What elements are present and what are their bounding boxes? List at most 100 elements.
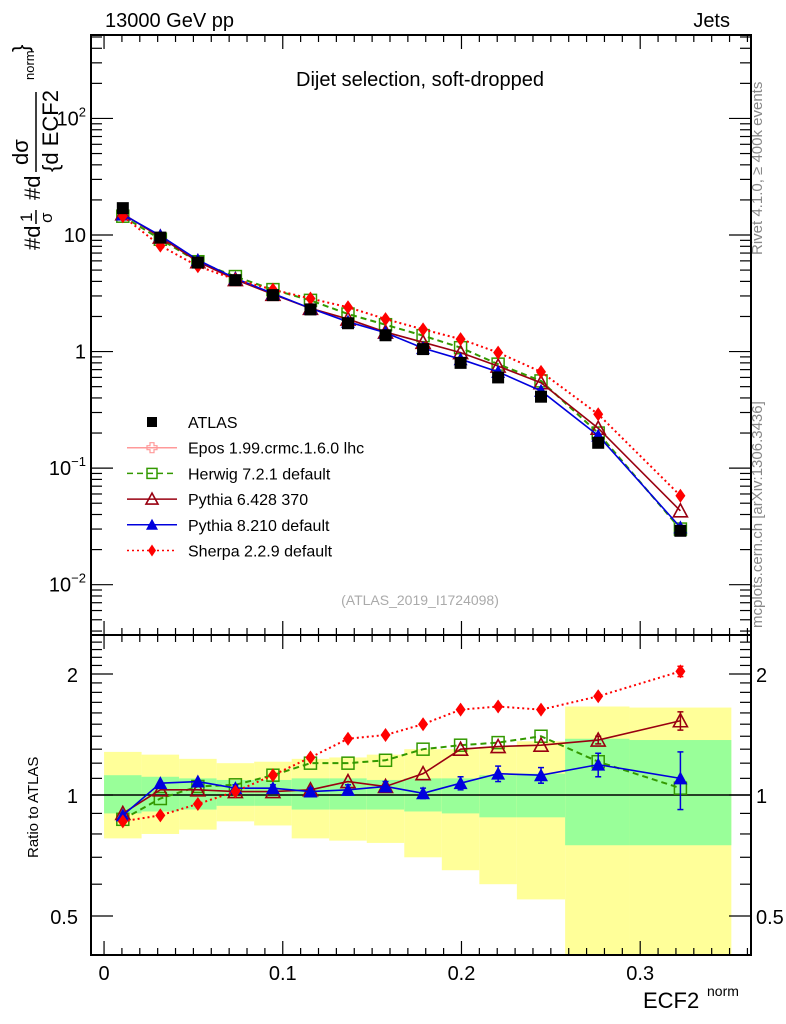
ratio-point-pythia-8-210-default bbox=[591, 757, 606, 771]
ratio-point-pythia-6-428-370 bbox=[589, 731, 607, 747]
ratio-y-tick-label-right: 0.5 bbox=[756, 907, 784, 929]
main-y-tick-label: 102 bbox=[57, 104, 86, 130]
legend-marker bbox=[146, 442, 158, 454]
main-line-pythia-8-210-default bbox=[122, 213, 682, 528]
legend-item: Epos 1.99.crmc.1.6.0 lhc bbox=[127, 441, 364, 458]
x-tick-label: 0.3 bbox=[626, 963, 654, 985]
ratio-point-herwig-7-2-1-default bbox=[491, 735, 505, 750]
legend-label: Herwig 7.2.1 default bbox=[188, 466, 331, 483]
main-point-sherpa-2-2-9-default bbox=[342, 300, 353, 315]
main-point-atlas bbox=[304, 303, 317, 316]
ratio-point-pythia-8-210-default bbox=[190, 774, 205, 788]
ratio-point-pythia-8-210-default bbox=[303, 784, 318, 798]
svg-text:102: 102 bbox=[57, 104, 86, 130]
main-point-atlas bbox=[154, 231, 167, 244]
ratio-point-sherpa-2-2-9-default bbox=[267, 768, 278, 783]
ratio-point-pythia-8-210-default bbox=[416, 786, 431, 800]
legend-label: Epos 1.99.crmc.1.6.0 lhc bbox=[188, 441, 364, 458]
main-point-atlas bbox=[341, 317, 354, 330]
ratio-point-sherpa-2-2-9-default bbox=[305, 750, 316, 765]
ratio-point-herwig-7-2-1-default bbox=[453, 738, 468, 752]
main-point-sherpa-2-2-9-default bbox=[455, 332, 466, 347]
ratio-y-tick-label-right: 2 bbox=[756, 665, 767, 687]
main-y-tick-label: 10 bbox=[64, 225, 86, 247]
main-point-atlas bbox=[191, 256, 204, 269]
ratio-y-tick-label-left: 2 bbox=[67, 665, 78, 687]
ratio-point-pythia-6-428-370 bbox=[189, 781, 207, 797]
header-energy-label: 13000 GeV pp bbox=[105, 10, 234, 32]
x-tick-label: 0 bbox=[98, 963, 109, 985]
svg-text:dσ: dσ bbox=[8, 139, 33, 165]
ratio-point-pythia-6-428-370 bbox=[452, 740, 469, 756]
ratio-point-sherpa-2-2-9-default bbox=[493, 699, 504, 714]
ratio-point-sherpa-2-2-9-default bbox=[117, 814, 128, 829]
ratio-line-pythia-6-428-370 bbox=[122, 719, 681, 815]
svg-text:{d ECF2: {d ECF2 bbox=[38, 90, 63, 172]
ratio-y-tick-label-left: 0.5 bbox=[50, 907, 78, 929]
svg-text:10: 10 bbox=[64, 225, 86, 247]
legend-marker bbox=[148, 544, 156, 557]
x-axis-label: ECF2 norm bbox=[643, 983, 739, 1013]
ratio-point-pythia-6-428-370 bbox=[672, 712, 689, 728]
ratio-point-sherpa-2-2-9-default bbox=[155, 808, 166, 823]
svg-text:}: } bbox=[8, 45, 33, 52]
x-tick-label: 0.1 bbox=[269, 963, 297, 985]
legend-label: ATLAS bbox=[188, 415, 238, 432]
legend-marker bbox=[146, 467, 158, 480]
mcplots-reference-label: mcplots.cern.ch [arXiv:1306.3436] bbox=[749, 401, 766, 628]
ratio-band-total bbox=[516, 741, 566, 900]
ratio-y-tick-label-left: 1 bbox=[67, 786, 78, 808]
main-point-atlas bbox=[417, 343, 430, 356]
main-point-atlas bbox=[454, 356, 467, 369]
main-y-axis-label: #d 1 σ #d dσ {d ECF2 norm } bbox=[8, 45, 63, 250]
main-point-sherpa-2-2-9-default bbox=[536, 364, 547, 379]
ratio-point-pythia-8-210-default bbox=[534, 768, 549, 782]
main-point-sherpa-2-2-9-default bbox=[305, 291, 316, 306]
main-point-atlas bbox=[535, 390, 548, 403]
ratio-point-herwig-7-2-1-default bbox=[153, 791, 168, 806]
ratio-point-pythia-8-210-default bbox=[340, 782, 355, 796]
rivet-version-label: Rivet 4.1.0, ≥ 400k events bbox=[749, 82, 766, 255]
main-point-pythia-6-428-370 bbox=[672, 502, 689, 518]
ratio-point-pythia-6-428-370 bbox=[532, 736, 550, 753]
svg-text:10−2: 10−2 bbox=[49, 571, 86, 597]
ratio-point-pythia-8-210-default bbox=[153, 776, 168, 790]
main-point-atlas bbox=[229, 274, 242, 287]
main-y-tick-label: 10−2 bbox=[49, 571, 86, 597]
ratio-point-pythia-6-428-370 bbox=[489, 737, 507, 754]
legend-item: Herwig 7.2.1 default bbox=[127, 466, 331, 483]
analysis-id-label: (ATLAS_2019_I1724098) bbox=[341, 592, 499, 608]
svg-text:#d: #d bbox=[20, 176, 45, 200]
ratio-band-stat bbox=[565, 738, 630, 846]
main-y-tick-label: 10−1 bbox=[49, 454, 86, 480]
main-point-sherpa-2-2-9-default bbox=[493, 345, 504, 360]
main-plot: 102 10 1 10−1 10−2 Dijet selection, soft-dro… bbox=[8, 34, 752, 636]
x-tick-label: 0.2 bbox=[448, 963, 476, 985]
main-point-sherpa-2-2-9-default bbox=[593, 407, 604, 422]
ratio-point-pythia-8-210-default bbox=[265, 781, 280, 795]
ratio-point-pythia-6-428-370 bbox=[414, 764, 432, 781]
svg-text:ECF2: ECF2 bbox=[643, 988, 699, 1013]
ratio-point-pythia-8-210-default bbox=[378, 779, 393, 793]
ratio-point-pythia-8-210-default bbox=[453, 776, 468, 790]
ratio-point-pythia-8-210-default bbox=[673, 771, 688, 785]
legend-marker bbox=[147, 417, 157, 427]
ratio-point-sherpa-2-2-9-default bbox=[675, 664, 686, 679]
legend-label: Pythia 8.210 default bbox=[188, 518, 330, 535]
svg-text:1: 1 bbox=[75, 342, 86, 364]
main-y-tick-label: 1 bbox=[75, 342, 86, 364]
legend: ATLAS Epos 1.99.crmc.1.6.0 lhc Herwig 7.2.… bbox=[127, 415, 364, 561]
ratio-point-herwig-7-2-1-default bbox=[378, 753, 393, 768]
main-point-sherpa-2-2-9-default bbox=[380, 312, 391, 327]
ratio-line-pythia-8-210-default bbox=[122, 763, 681, 816]
svg-text:norm: norm bbox=[707, 983, 739, 999]
legend-item: Sherpa 2.2.9 default bbox=[127, 544, 333, 561]
main-line-sherpa-2-2-9-default bbox=[122, 215, 682, 497]
svg-text:norm: norm bbox=[22, 50, 37, 80]
ratio-y-axis-label: Ratio to ATLAS bbox=[25, 757, 42, 858]
legend-label: Pythia 6.428 370 bbox=[188, 492, 308, 509]
main-point-atlas bbox=[266, 289, 279, 302]
legend-label: Sherpa 2.2.9 default bbox=[188, 544, 333, 561]
legend-marker bbox=[146, 518, 158, 530]
